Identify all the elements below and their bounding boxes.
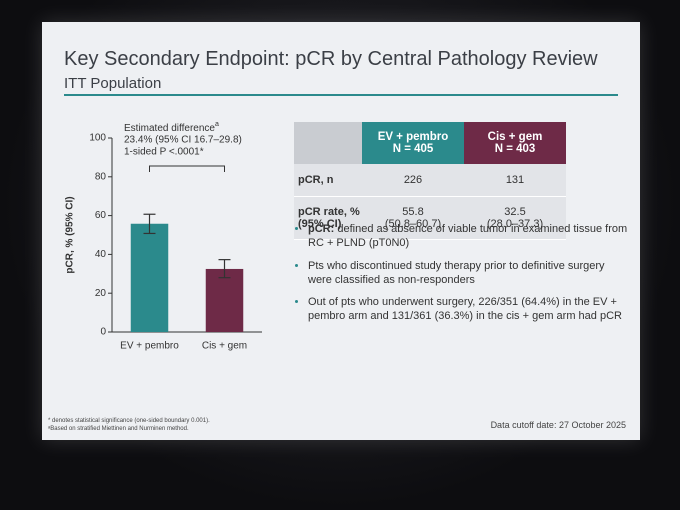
bullet-text: Pts who discontinued study therapy prior… — [308, 259, 605, 286]
cell-line: 55.8 — [402, 206, 424, 218]
cell: 226 — [362, 164, 464, 197]
y-tick-label: 80 — [95, 171, 107, 182]
results-table: EV + pembro N = 405 Cis + gem N = 403 pCR,… — [294, 122, 566, 240]
annotation-sup: a — [215, 121, 219, 128]
bullet: Pts who discontinued study therapy prior… — [308, 259, 628, 288]
y-tick-label: 0 — [100, 327, 106, 338]
column-name: EV + pembro — [377, 131, 449, 143]
column-n: N = 405 — [392, 143, 434, 155]
bar — [205, 268, 244, 332]
annotation-line: 1-sided P <.0001* — [124, 147, 204, 158]
annotation-label: Estimated differencea — [124, 121, 219, 134]
column-header: Cis + gem N = 403 — [464, 122, 566, 164]
bar — [130, 223, 169, 332]
annotation-text: Estimated difference — [124, 123, 215, 134]
footnotes: * denotes statistical significance (one-… — [48, 418, 210, 434]
column-header: EV + pembro N = 405 — [362, 122, 464, 164]
bullet-lead: pCR: — [308, 223, 335, 235]
x-tick-label: EV + pembro — [120, 341, 179, 352]
bullet: pCR: defined as absence of viable tumor … — [308, 222, 628, 251]
y-axis-label: pCR, % (95% CI) — [65, 196, 76, 273]
error-bar — [218, 259, 231, 279]
slide: Key Secondary Endpoint: pCR by Central P… — [42, 22, 640, 440]
x-tick-label: Cis + gem — [202, 341, 247, 352]
y-tick-label: 40 — [95, 249, 107, 260]
slide-title: Key Secondary Endpoint: pCR by Central P… — [64, 48, 598, 70]
cell-line: 226 — [403, 174, 423, 186]
cell: 32.5 (28.0–37.3) — [464, 196, 566, 240]
footnote: ᵃBased on stratified Miettinen and Nurmi… — [48, 426, 189, 433]
y-tick-label: 100 — [89, 133, 106, 144]
bullet-text: defined as absence of viable tumor in ex… — [308, 223, 628, 250]
chart: pCR, % (95% CI) 0 20 40 60 80 100 EV + pembro Ci… — [65, 121, 262, 352]
column-name: Cis + gem — [487, 131, 543, 143]
cutoff-date: Data cutoff date: 27 October 2025 — [490, 420, 626, 430]
cell: 55.8 (50.8–60.7) — [362, 196, 464, 240]
column-n: N = 403 — [494, 143, 536, 155]
cell-line: (28.0–37.3) — [486, 218, 544, 230]
row-label: pCR, n — [294, 164, 362, 197]
bullet: Out of pts who underwent surgery, 226/35… — [308, 295, 628, 324]
cell: 131 — [464, 164, 566, 197]
footnote: * denotes statistical significance (one-… — [48, 418, 210, 425]
row-label: pCR rate, % (95% CI) — [294, 196, 362, 240]
annotation-line: 23.4% (95% CI 16.7–29.8) — [124, 135, 242, 146]
cell-line: 32.5 — [504, 206, 526, 218]
title-rule — [64, 94, 618, 96]
difference-bracket — [149, 165, 225, 172]
error-bar — [143, 213, 156, 235]
bullet-text: Out of pts who underwent surgery, 226/35… — [308, 296, 622, 323]
slide-subtitle: ITT Population — [64, 75, 162, 92]
bullet-list: pCR: defined as absence of viable tumor … — [294, 222, 628, 332]
cell-line: 131 — [505, 174, 525, 186]
cell-line: (50.8–60.7) — [384, 218, 442, 230]
y-tick-label: 20 — [95, 288, 107, 299]
y-tick-label: 60 — [95, 210, 107, 221]
table-corner — [294, 122, 362, 164]
